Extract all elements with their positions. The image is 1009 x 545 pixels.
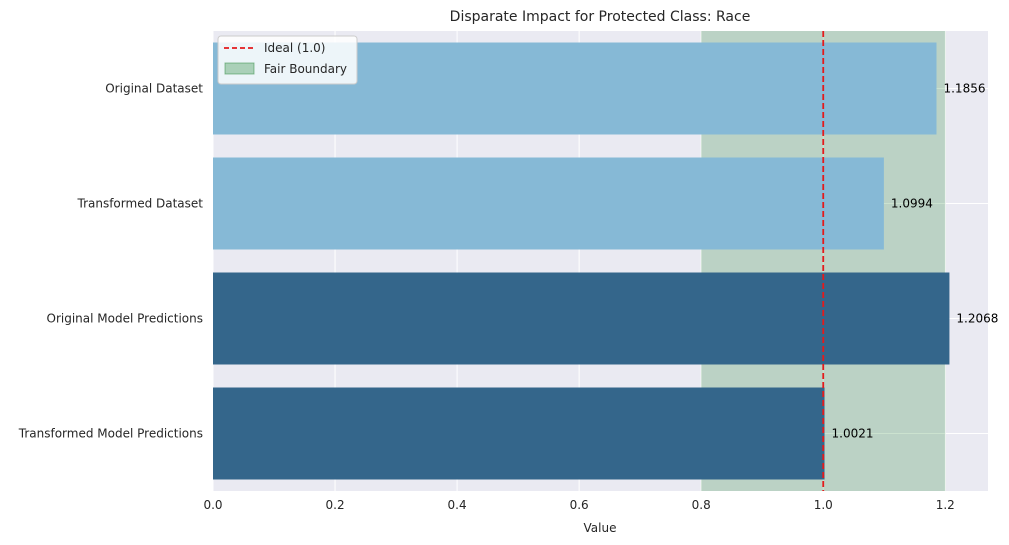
x-tick-label: 0.6	[570, 498, 589, 512]
legend-ideal-label: Ideal (1.0)	[264, 41, 326, 55]
x-tick-label: 0.0	[203, 498, 222, 512]
x-tick-label: 0.4	[448, 498, 467, 512]
bar-value-label: 1.1856	[943, 82, 985, 96]
chart-title: Disparate Impact for Protected Class: Ra…	[450, 9, 751, 25]
x-tick-labels: 0.0 0.2 0.4 0.6 0.8 1.0 1.2	[203, 498, 954, 512]
bar-value-label: 1.0021	[832, 427, 874, 441]
x-tick-label: 0.8	[692, 498, 711, 512]
bars	[213, 42, 950, 480]
category-labels: Original Dataset Transformed Dataset Origi…	[18, 82, 204, 441]
legend-fair-label: Fair Boundary	[264, 62, 347, 76]
legend-fair-swatch	[224, 62, 255, 75]
bar	[213, 387, 825, 480]
legend: Ideal (1.0) Fair Boundary	[217, 35, 358, 85]
value-labels: 1.1856 1.0994 1.2068 1.0021	[832, 82, 999, 441]
category-label: Transformed Model Predictions	[18, 427, 203, 441]
x-tick-label: 0.2	[326, 498, 345, 512]
x-axis-title: Value	[584, 521, 617, 535]
bar	[213, 157, 884, 250]
category-label: Original Dataset	[105, 82, 203, 96]
x-tick-label: 1.0	[814, 498, 833, 512]
bar-value-label: 1.2068	[956, 312, 998, 326]
category-label: Transformed Dataset	[77, 197, 204, 211]
x-tick-label: 1.2	[936, 498, 955, 512]
category-label: Original Model Predictions	[47, 312, 203, 326]
bar	[213, 272, 950, 365]
bar-value-label: 1.0994	[891, 197, 933, 211]
